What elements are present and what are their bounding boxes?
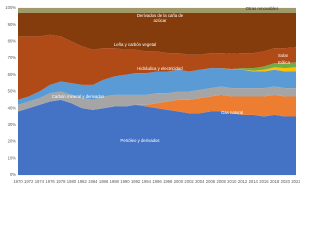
area bbox=[18, 34, 296, 100]
area bbox=[18, 67, 296, 100]
y-tick-label: 20% bbox=[8, 139, 17, 144]
series-label: Hidráulica y electricidad bbox=[137, 65, 183, 71]
x-tick-label: 1992 bbox=[131, 179, 141, 184]
area bbox=[18, 99, 296, 175]
series-label: Otras renovables bbox=[245, 5, 279, 11]
chart: 0% 10% 20% 30% 40% 50% 60% 70% 80% 90% 100% 1970 197… bbox=[5, 5, 300, 184]
x-tick-label: 1982 bbox=[77, 179, 87, 184]
y-tick-label: 70% bbox=[8, 55, 17, 60]
x-tick-label: 2016 bbox=[259, 179, 269, 184]
x-tick-label: 2014 bbox=[249, 179, 259, 184]
area bbox=[18, 86, 296, 112]
y-tick-label: 90% bbox=[8, 22, 17, 27]
x-tick-label: 1986 bbox=[99, 179, 109, 184]
area bbox=[18, 13, 296, 55]
series-label: Gas natural bbox=[220, 109, 244, 115]
x-tick-label: 1972 bbox=[24, 179, 34, 184]
y-tick-label: 30% bbox=[8, 122, 17, 127]
area bbox=[18, 68, 296, 105]
x-tick-label: 1970 bbox=[13, 179, 23, 184]
y-tick-label: 80% bbox=[8, 39, 17, 44]
x-tick-label: 2000 bbox=[174, 179, 184, 184]
x-tick-label: 1980 bbox=[67, 179, 77, 184]
y-tick-label: 0% bbox=[10, 172, 16, 177]
x-tick-label: 2004 bbox=[195, 179, 205, 184]
x-tick-label: 2022 bbox=[291, 179, 300, 184]
x-tick-label: 1998 bbox=[163, 179, 173, 184]
x-tick-label: 1988 bbox=[110, 179, 120, 184]
y-tick-label: 100% bbox=[5, 5, 16, 10]
x-tick-label: 2008 bbox=[216, 179, 226, 184]
x-tick-label: 2018 bbox=[270, 179, 280, 184]
area bbox=[18, 94, 296, 117]
x-tick-label: 2002 bbox=[184, 179, 194, 184]
x-tick-label: 1974 bbox=[35, 179, 45, 184]
series-label: Derivados de la caña de azúcar bbox=[136, 12, 184, 23]
x-tick-label: 2020 bbox=[281, 179, 291, 184]
x-tick-label: 1990 bbox=[120, 179, 130, 184]
series-label: Leña y carbón vegetal bbox=[113, 41, 157, 47]
series-label: Solar bbox=[277, 52, 289, 58]
x-tick-label: 2012 bbox=[238, 179, 248, 184]
x-tick-label: 2010 bbox=[227, 179, 237, 184]
x-tick-label: 1994 bbox=[142, 179, 152, 184]
y-tick-label: 60% bbox=[8, 72, 17, 77]
x-tick-label: 1976 bbox=[45, 179, 55, 184]
area bbox=[18, 62, 296, 100]
x-tick-label: 1984 bbox=[88, 179, 98, 184]
y-tick-label: 50% bbox=[8, 89, 17, 94]
series-label: Carbón mineral y derivados bbox=[51, 93, 105, 99]
x-tick-label: 1996 bbox=[152, 179, 162, 184]
x-tick-label: 1978 bbox=[56, 179, 66, 184]
x-tick-label: 2006 bbox=[206, 179, 216, 184]
series-label: Eólica bbox=[278, 59, 290, 65]
y-tick-label: 40% bbox=[8, 105, 17, 110]
chart-svg: 0%10%20%30%40%50%60%70%80%90%100%1970 197… bbox=[5, 5, 300, 184]
y-tick-label: 10% bbox=[8, 155, 17, 160]
area bbox=[18, 8, 296, 14]
series-label: Petróleo y derivados bbox=[120, 137, 160, 143]
